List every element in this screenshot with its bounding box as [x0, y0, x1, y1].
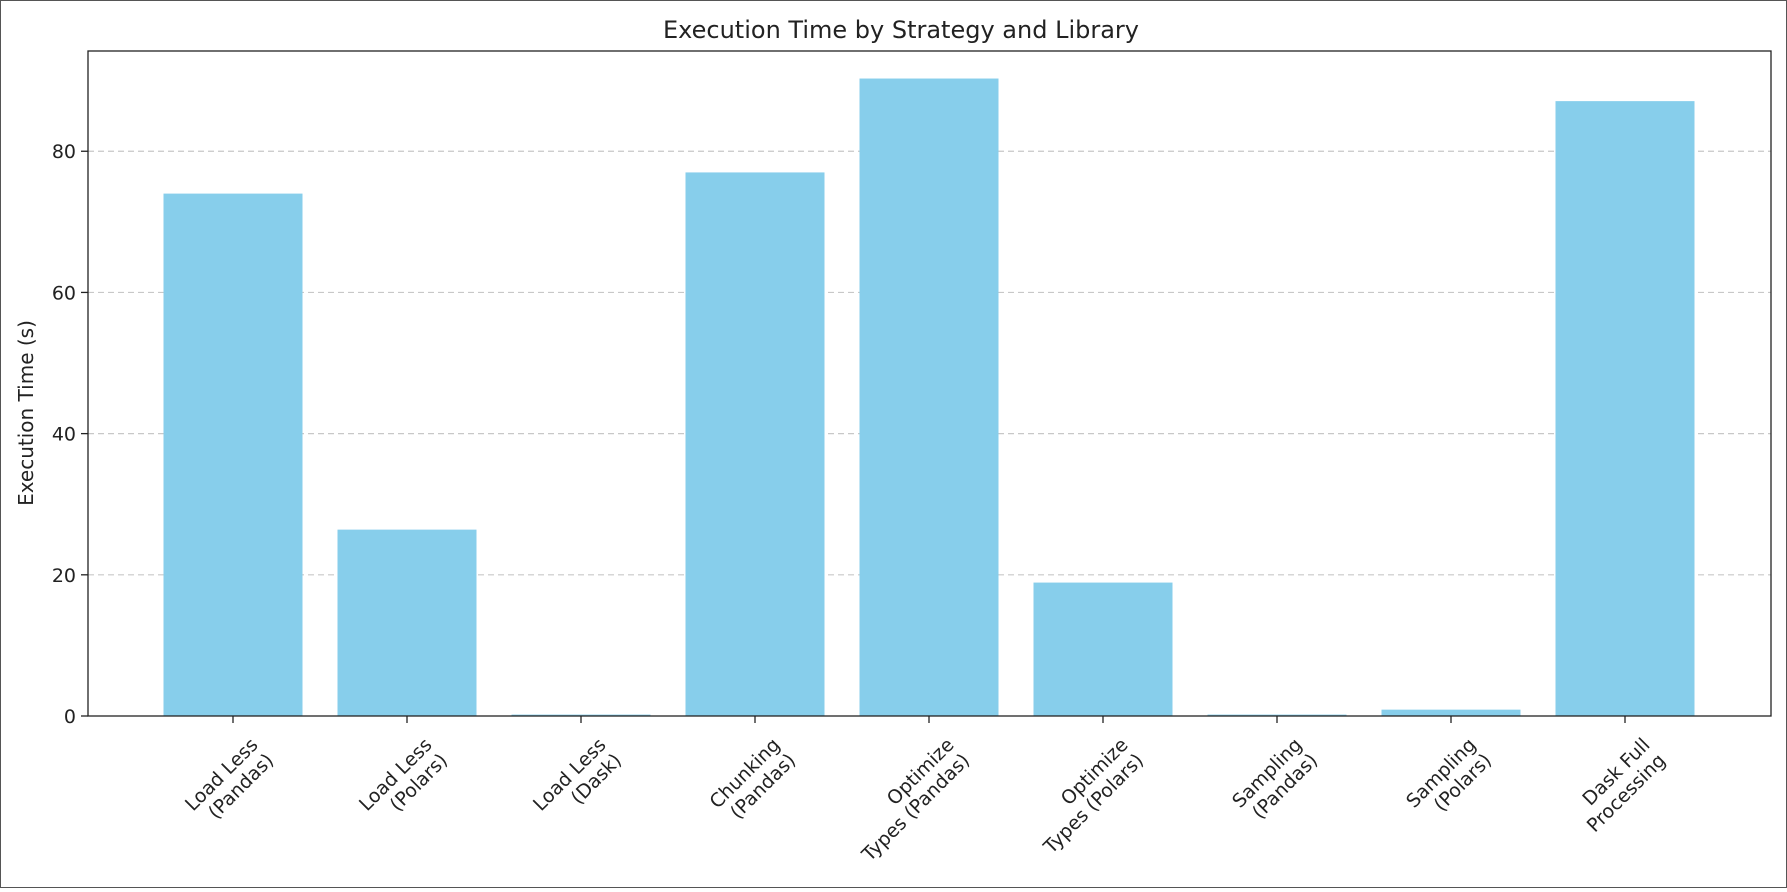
- x-tick-label: Load Less(Polars): [355, 734, 452, 831]
- y-tick-label: 0: [64, 706, 76, 728]
- bar: [1033, 582, 1173, 716]
- bar: [685, 172, 825, 717]
- bar: [163, 193, 303, 717]
- bar: [1381, 709, 1521, 716]
- bar: [1555, 101, 1695, 717]
- bars: [163, 78, 1695, 717]
- x-tick-label: Sampling(Pandas): [1228, 734, 1322, 828]
- bar: [511, 714, 651, 716]
- bar: [859, 78, 999, 716]
- y-tick-label: 20: [52, 565, 76, 587]
- bar: [1207, 714, 1347, 716]
- y-axis: 0 20 40 60 80: [52, 141, 88, 728]
- x-tick-label: Dask FullProcessing: [1567, 734, 1670, 837]
- bar: [337, 529, 477, 716]
- y-axis-label: Execution Time (s): [14, 320, 38, 506]
- x-axis: Load Less(Pandas) Load Less(Polars) Load L…: [181, 716, 1670, 866]
- chart-title: Execution Time by Strategy and Library: [663, 16, 1139, 44]
- x-tick-label: Chunking(Pandas): [705, 734, 800, 829]
- x-tick-label: OptimizeTypes (Polars): [1023, 734, 1148, 859]
- y-tick-label: 80: [52, 141, 76, 163]
- x-tick-label: OptimizeTypes (Pandas): [842, 734, 974, 866]
- y-tick-label: 40: [52, 424, 76, 446]
- x-tick-label: Load Less(Dask): [529, 734, 626, 831]
- x-tick-label: Sampling(Polars): [1402, 734, 1496, 828]
- x-tick-label: Load Less(Pandas): [181, 734, 278, 831]
- y-tick-label: 60: [52, 282, 76, 304]
